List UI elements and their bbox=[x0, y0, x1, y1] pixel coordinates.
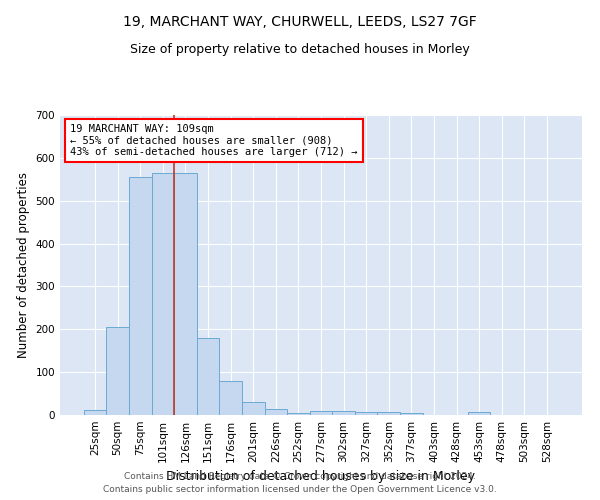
Bar bbox=[287, 413, 310, 415]
Bar bbox=[355, 412, 377, 415]
Bar bbox=[174, 173, 197, 415]
Text: Contains public sector information licensed under the Open Government Licence v3: Contains public sector information licen… bbox=[103, 485, 497, 494]
Bar bbox=[310, 410, 332, 415]
Bar bbox=[152, 173, 174, 415]
Bar bbox=[129, 177, 152, 415]
Bar bbox=[84, 410, 106, 415]
Y-axis label: Number of detached properties: Number of detached properties bbox=[17, 172, 30, 358]
Bar bbox=[377, 412, 400, 415]
Bar bbox=[197, 338, 220, 415]
Text: 19 MARCHANT WAY: 109sqm
← 55% of detached houses are smaller (908)
43% of semi-d: 19 MARCHANT WAY: 109sqm ← 55% of detache… bbox=[70, 124, 358, 157]
Bar bbox=[242, 402, 265, 415]
Bar bbox=[265, 409, 287, 415]
Bar bbox=[400, 413, 422, 415]
Bar bbox=[220, 380, 242, 415]
Text: 19, MARCHANT WAY, CHURWELL, LEEDS, LS27 7GF: 19, MARCHANT WAY, CHURWELL, LEEDS, LS27 … bbox=[123, 15, 477, 29]
Bar bbox=[106, 327, 129, 415]
Text: Size of property relative to detached houses in Morley: Size of property relative to detached ho… bbox=[130, 42, 470, 56]
X-axis label: Distribution of detached houses by size in Morley: Distribution of detached houses by size … bbox=[167, 470, 476, 484]
Bar bbox=[332, 410, 355, 415]
Bar bbox=[468, 412, 490, 415]
Text: Contains HM Land Registry data © Crown copyright and database right 2024.: Contains HM Land Registry data © Crown c… bbox=[124, 472, 476, 481]
